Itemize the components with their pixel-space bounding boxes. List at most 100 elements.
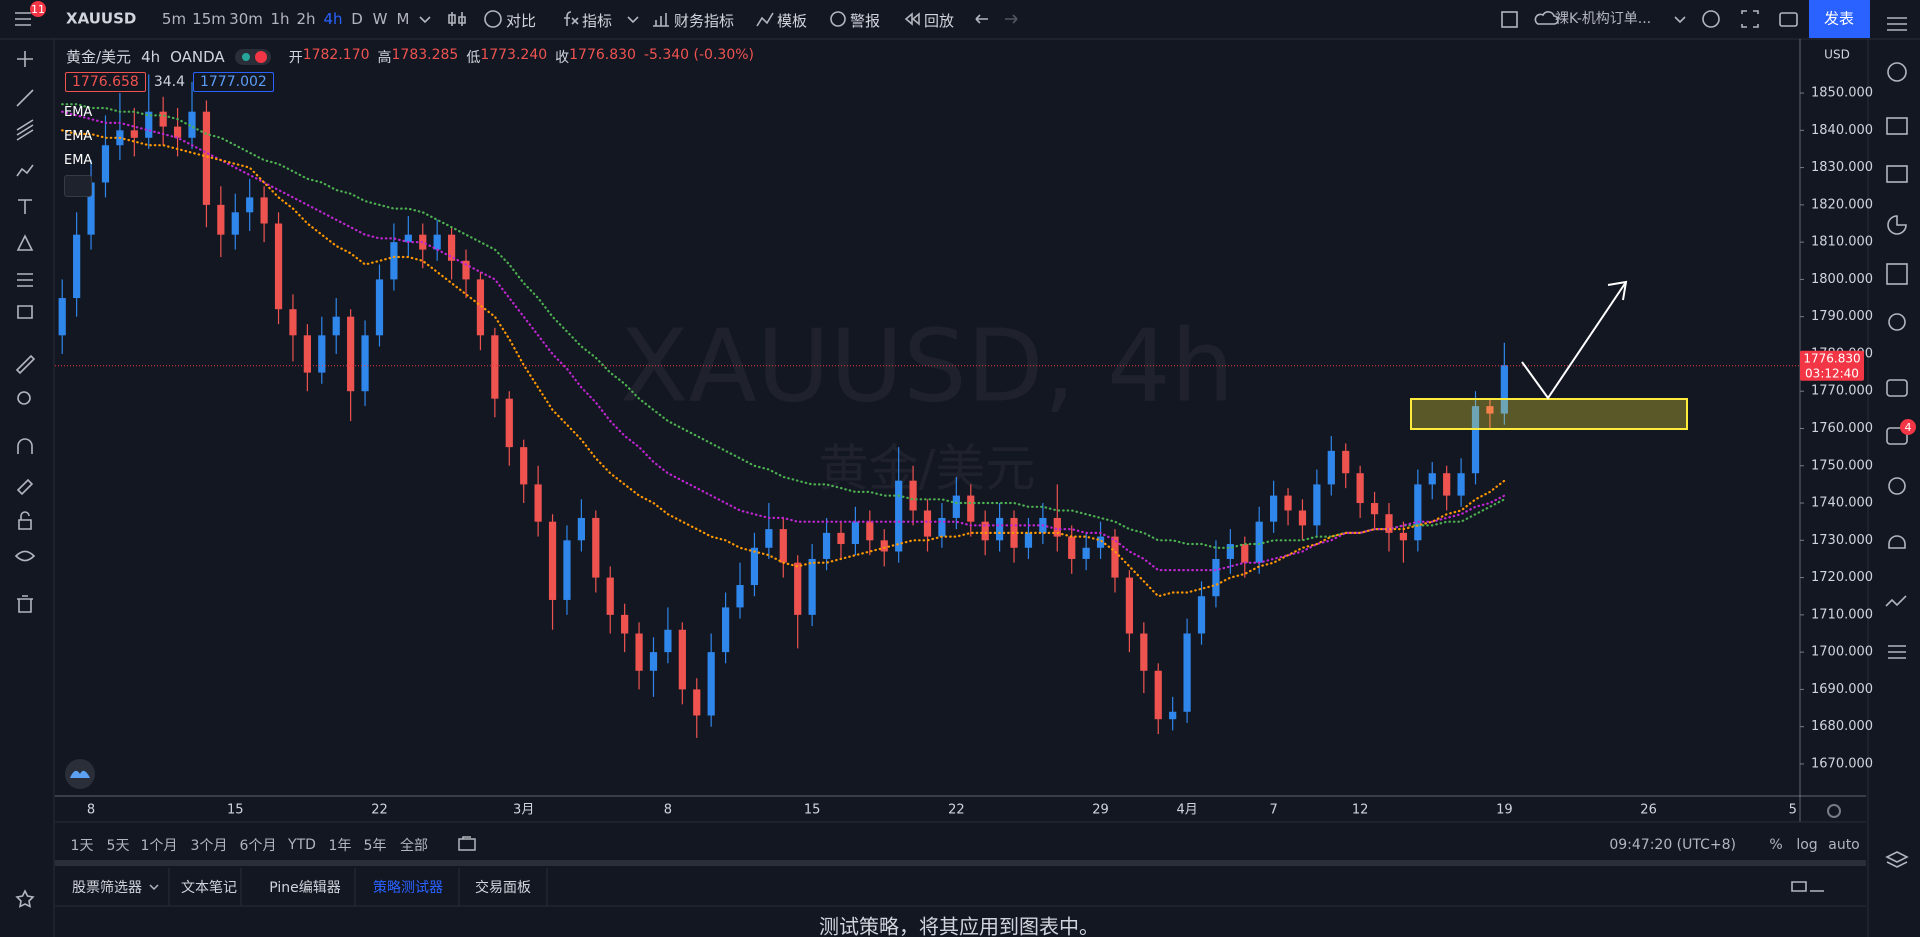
lock-tool[interactable] [18,511,32,530]
collapse-button[interactable] [64,175,92,197]
streams-icon[interactable] [1888,477,1906,495]
layout-icon[interactable] [1501,11,1518,28]
toolbar-button[interactable]: 财务指标 [674,12,735,30]
currency-label[interactable]: USD [1824,48,1850,62]
interval-button[interactable]: 5m [161,10,187,28]
text-tool[interactable] [18,199,32,214]
panel-tab[interactable]: Pine编辑器 [269,880,341,896]
alerts-icon[interactable] [1887,62,1907,82]
range-button[interactable]: 1天 [70,838,94,854]
hotlist-icon[interactable] [1886,165,1908,183]
market-status[interactable] [234,48,271,65]
publish-label[interactable]: 发表 [1824,10,1854,28]
compare-icon[interactable] [484,10,502,28]
panel-icons[interactable] [1791,881,1824,892]
chart-type-icon[interactable] [448,12,466,26]
panel-splitter[interactable] [55,860,1866,866]
replay-icon[interactable] [904,12,920,26]
draw-mode-tool[interactable] [16,478,34,496]
layout-name[interactable]: 裸K-机构订单... [1555,11,1651,27]
indicator-label[interactable]: EMA [64,153,93,168]
order-panel-icon[interactable] [1888,645,1906,659]
range-button[interactable]: 3个月 [190,838,228,854]
toolbar-button[interactable]: 对比 [506,12,537,30]
trendline-tool[interactable] [16,89,34,107]
alert-icon[interactable] [830,11,846,27]
range-button[interactable]: 5年 [363,838,387,854]
financials-icon[interactable] [653,13,669,27]
interval-button[interactable]: D [351,10,363,28]
delete-tool[interactable] [17,595,33,613]
rectangle-drawing[interactable] [1410,398,1688,430]
icon-tool[interactable] [17,305,33,319]
interval-button[interactable]: 15m [192,10,226,28]
favorites-tool[interactable] [15,889,35,908]
interval-button[interactable]: 1h [270,10,290,28]
legend-title[interactable]: 黄金/美元 [66,48,132,66]
interval-button[interactable]: 2h [296,10,316,28]
range-button[interactable]: 5天 [106,838,130,854]
interval-button[interactable]: 4h [323,10,343,28]
tab-dropdown[interactable] [149,884,159,891]
range-button[interactable]: 6个月 [239,838,277,854]
indicator-label[interactable]: EMA [64,129,93,144]
scale-option[interactable]: % [1769,837,1783,853]
layout-dropdown[interactable] [1674,16,1686,24]
bid[interactable]: 1776.658 [65,72,146,92]
magnet-tool[interactable] [17,438,33,454]
fullscreen-icon[interactable] [1741,10,1759,28]
goto-date-icon[interactable] [458,836,476,851]
fib-tool[interactable] [16,119,34,141]
interval-button[interactable]: M [396,10,410,28]
ask[interactable]: 1777.002 [192,72,274,92]
panel-tab[interactable]: 股票筛选器 [72,880,142,896]
watchlist-icon[interactable] [1887,17,1907,31]
toolbar-button[interactable]: 模板 [777,12,808,30]
messages-icon[interactable] [1886,427,1908,445]
calendar-icon[interactable] [1887,215,1907,235]
symbol-search[interactable]: XAUUSD [66,10,136,28]
range-button[interactable]: YTD [288,837,316,853]
news-icon[interactable] [1886,117,1908,135]
indicators-icon[interactable] [564,11,579,26]
panel-tab[interactable]: 策略测试器 [373,880,443,896]
settings-icon[interactable] [1702,10,1720,28]
clock[interactable]: 09:47:20 (UTC+8) [1609,837,1736,853]
toolbar-button[interactable]: 回放 [924,12,955,30]
redo-icon[interactable] [1005,14,1018,24]
interval-button[interactable]: 30m [229,10,263,28]
crosshair-tool[interactable] [17,51,33,67]
menu-icon[interactable] [15,12,31,26]
cloud-icon[interactable] [1534,11,1559,25]
panel-tab[interactable]: 文本笔记 [181,880,237,896]
currency-box[interactable] [1819,45,1855,63]
pattern-tool[interactable] [16,164,34,177]
settings-icon[interactable] [1827,804,1841,818]
publish-button[interactable] [1809,0,1870,38]
ideas-icon[interactable] [1888,313,1906,331]
toolbar-button[interactable]: 警报 [850,12,881,30]
ruler-tool[interactable] [15,354,36,375]
range-button[interactable]: 1年 [328,838,352,854]
undo-icon[interactable] [975,14,988,24]
scale-option[interactable]: log [1796,837,1818,853]
calendar2-icon[interactable] [1886,263,1908,285]
interval-dropdown[interactable] [419,16,431,24]
panel-tab[interactable]: 交易面板 [475,880,531,896]
arrow-drawing[interactable] [1521,281,1627,400]
notifications-icon[interactable] [1888,535,1906,549]
indicator-label[interactable]: EMA [64,105,93,120]
snapshot-icon[interactable] [1779,12,1798,27]
toolbar-button[interactable]: 指标 [582,12,613,30]
dom-icon[interactable] [1885,595,1907,607]
scale-option[interactable]: auto [1828,837,1860,853]
templates-icon[interactable] [756,12,774,27]
measure-list-tool[interactable] [17,273,33,287]
indicators-dropdown[interactable] [627,16,639,24]
range-button[interactable]: 全部 [400,838,428,854]
prediction-tool[interactable] [16,234,34,251]
layers-icon[interactable] [1885,851,1909,868]
zoom-tool[interactable] [17,391,31,405]
hide-tool[interactable] [14,550,36,562]
interval-button[interactable]: W [372,10,388,28]
